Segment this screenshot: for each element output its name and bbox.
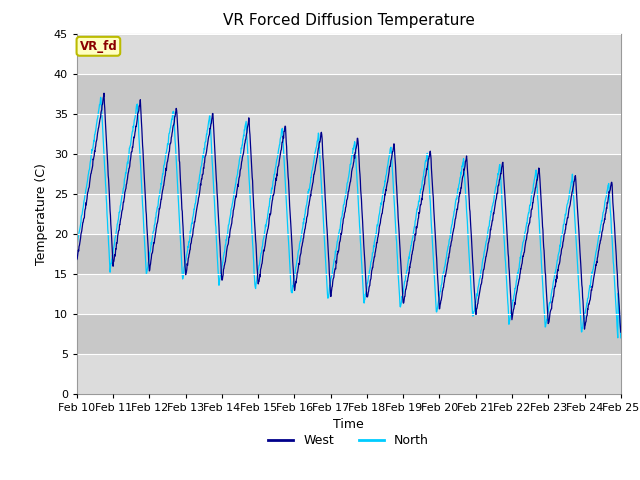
Bar xyxy=(77,34,621,73)
Bar xyxy=(77,274,621,313)
Y-axis label: Temperature (C): Temperature (C) xyxy=(35,163,48,264)
X-axis label: Time: Time xyxy=(333,418,364,431)
Bar xyxy=(77,234,621,274)
Bar xyxy=(77,73,621,114)
Bar xyxy=(77,114,621,154)
Title: VR Forced Diffusion Temperature: VR Forced Diffusion Temperature xyxy=(223,13,475,28)
Bar xyxy=(77,313,621,354)
Legend: West, North: West, North xyxy=(264,429,434,452)
Bar xyxy=(77,154,621,193)
Bar xyxy=(77,354,621,394)
Text: VR_fd: VR_fd xyxy=(79,40,117,53)
Bar xyxy=(77,193,621,234)
